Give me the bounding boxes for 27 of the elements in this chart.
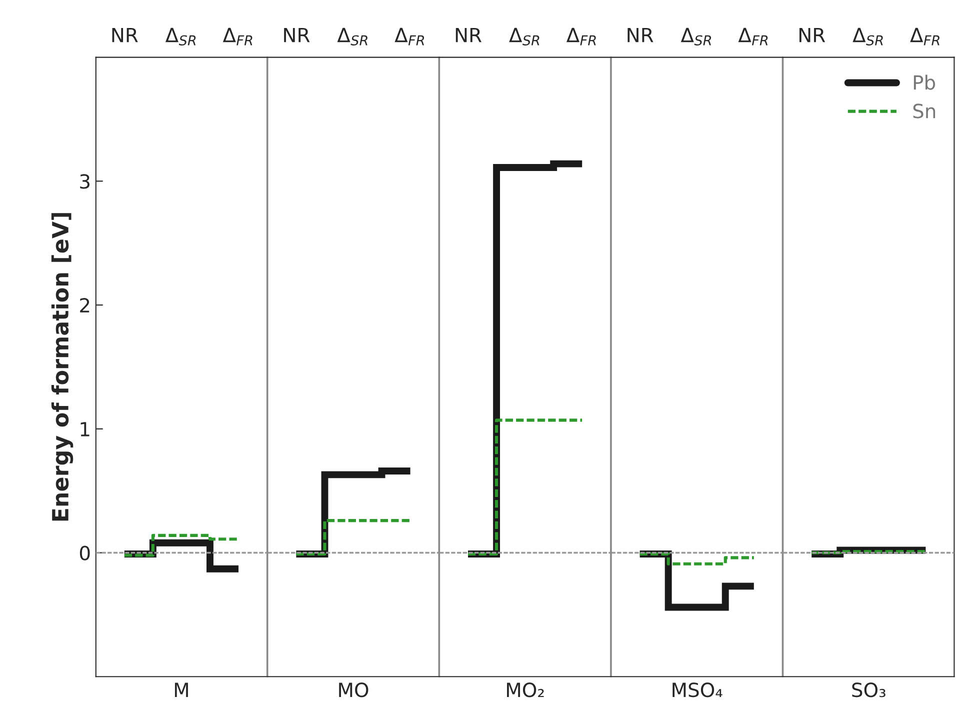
x-axis-title: MO — [339, 682, 368, 698]
legend-label: Sn — [913, 104, 936, 118]
x-axis-title: SO₃ — [852, 682, 886, 698]
legend-label: Pb — [914, 74, 936, 90]
x-tick-label: Δ$_{FR}$ — [910, 28, 940, 46]
x-axis-title: MSO₄ — [672, 682, 722, 698]
x-tick-label: NR — [284, 28, 310, 42]
x-tick-label: Δ$_{FR}$ — [222, 28, 252, 46]
x-tick-label: NR — [628, 28, 654, 42]
x-tick-label: NR — [456, 28, 482, 42]
x-tick-label: Δ$_{SR}$ — [852, 28, 883, 46]
y-tick-label: 3 — [80, 174, 90, 189]
x-tick-label: Δ$_{FR}$ — [394, 28, 424, 46]
x-tick-label: Δ$_{FR}$ — [566, 28, 596, 46]
x-tick-label: Δ$_{SR}$ — [165, 28, 196, 46]
x-tick-label: NR — [112, 28, 138, 42]
y-tick-label: 2 — [80, 298, 90, 312]
x-tick-label: Δ$_{FR}$ — [738, 28, 768, 46]
y-tick-label: 1 — [80, 422, 90, 436]
x-tick-label: NR — [799, 28, 826, 42]
x-axis-title: MO₂ — [507, 682, 544, 698]
x-tick-label: Δ$_{SR}$ — [337, 28, 368, 46]
x-axis-title: M — [174, 682, 188, 697]
y-axis-title: Energy of formation [eV] — [51, 213, 74, 521]
x-tick-label: Δ$_{SR}$ — [509, 28, 540, 46]
x-tick-label: Δ$_{SR}$ — [680, 28, 712, 46]
y-tick-label: 0 — [80, 546, 90, 560]
